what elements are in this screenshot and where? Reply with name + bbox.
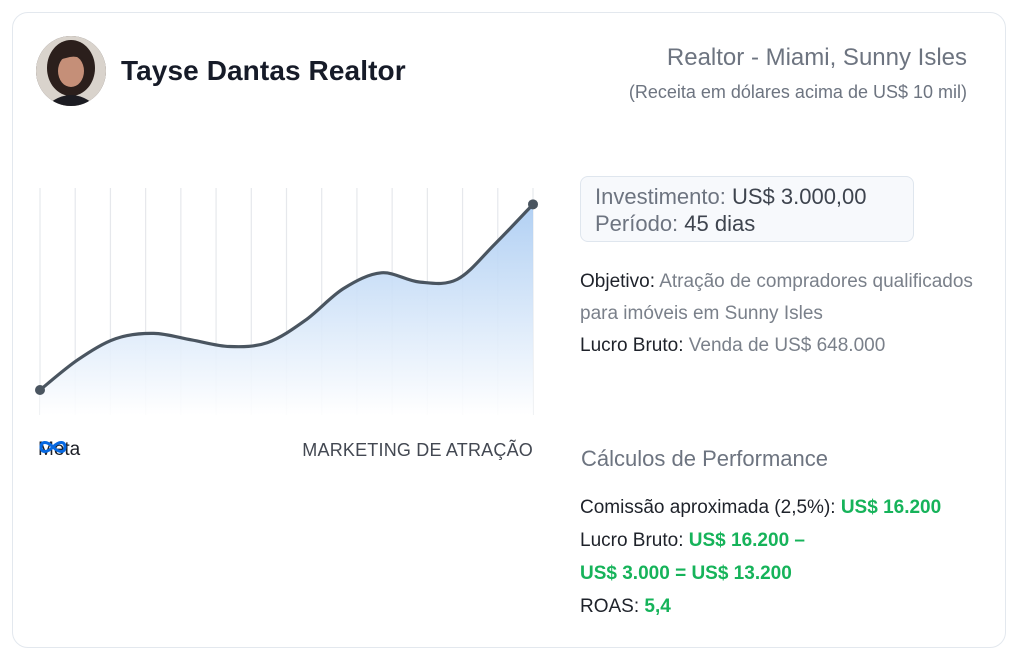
end-point bbox=[528, 199, 538, 210]
header-title: Realtor - Miami, Sunny Isles bbox=[666, 44, 967, 71]
performance-title: Cálculos de Performance bbox=[581, 446, 829, 471]
start-point bbox=[35, 384, 45, 395]
meta-logo: Meta bbox=[38, 439, 80, 461]
commission-label: Comissão aproximada (2,5%): bbox=[580, 497, 836, 518]
investment-line: Investimento: US$ 3.000,00 bbox=[595, 183, 913, 210]
info-block: Objetivo: Atração de compradores qualifi… bbox=[580, 266, 980, 362]
header-subtitle: (Receita em dólares acima de US$ 10 mil) bbox=[628, 82, 967, 102]
investment-label: Investimento: bbox=[595, 184, 726, 209]
series-line bbox=[38, 202, 535, 392]
objective: Objetivo: Atração de compradores qualifi… bbox=[580, 266, 980, 330]
period-value: 45 dias bbox=[684, 211, 756, 236]
header-right: Realtor - Miami, Sunny Isles (Receita em… bbox=[629, 44, 967, 103]
performance-block: Comissão aproximada (2,5%): US$ 16.200 L… bbox=[580, 491, 1000, 623]
chart-svg bbox=[35, 188, 538, 415]
chart-panel: Meta MARKETING DE ATRAÇÃO bbox=[20, 160, 553, 480]
net-profit-line: Lucro Bruto: US$ 16.200 – bbox=[580, 524, 1000, 557]
avatar bbox=[36, 36, 106, 106]
net-profit-label: Lucro Bruto: bbox=[580, 530, 684, 551]
roas-label: ROAS: bbox=[580, 596, 640, 617]
investment-value: US$ 3.000,00 bbox=[731, 184, 867, 209]
commission-line: Comissão aproximada (2,5%): US$ 16.200 bbox=[580, 491, 1000, 524]
agent-name: Tayse Dantas Realtor bbox=[121, 55, 406, 86]
net-profit-value-1: US$ 16.200 – bbox=[688, 530, 805, 551]
roas-line: ROAS: 5,4 bbox=[580, 590, 1000, 623]
period-line: Período: 45 dias bbox=[595, 210, 913, 237]
area-fill bbox=[40, 204, 533, 415]
investment-box: Investimento: US$ 3.000,00 Período: 45 d… bbox=[580, 176, 914, 242]
gross-profit: Lucro Bruto: Venda de US$ 648.000 bbox=[580, 330, 980, 362]
meta-infinity-icon bbox=[39, 441, 67, 453]
roas-value: 5,4 bbox=[644, 596, 671, 617]
net-profit-line-2: US$ 3.000 = US$ 13.200 bbox=[580, 557, 1000, 590]
commission-value: US$ 16.200 bbox=[840, 497, 942, 518]
chart-caption: MARKETING DE ATRAÇÃO bbox=[302, 440, 533, 460]
gross-profit-label: Lucro Bruto: bbox=[580, 335, 684, 356]
net-profit-value-2: US$ 3.000 = US$ 13.200 bbox=[580, 563, 792, 584]
objective-text: Atração de compradores qualificados para… bbox=[580, 271, 973, 324]
period-label: Período: bbox=[595, 211, 679, 236]
objective-label: Objetivo: bbox=[580, 271, 655, 292]
gross-profit-text: Venda de US$ 648.000 bbox=[688, 335, 886, 356]
